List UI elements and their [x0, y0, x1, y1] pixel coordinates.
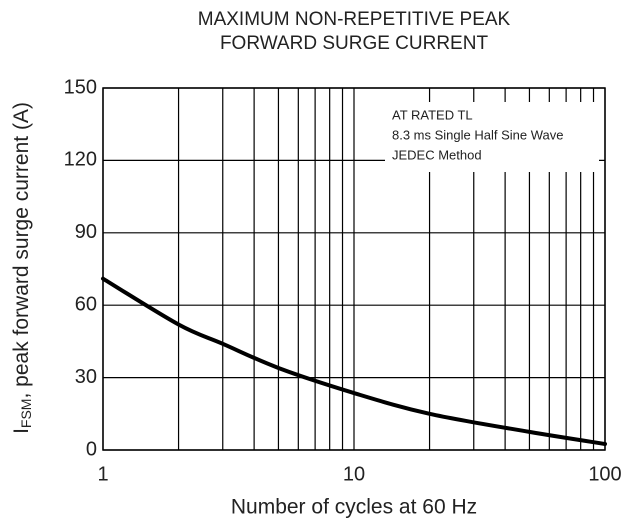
annotation: AT RATED TL: [392, 107, 473, 122]
y-tick-label: 30: [75, 366, 97, 388]
x-tick-label: 100: [588, 463, 621, 485]
x-tick-label: 1: [97, 463, 108, 485]
y-tick-label: 60: [75, 293, 97, 315]
y-axis-label-part: , peak forward surge current (A): [10, 102, 33, 398]
annotation: 8.3 ms Single Half Sine Wave: [392, 127, 563, 142]
chart-title: MAXIMUM NON-REPETITIVE PEAK: [198, 9, 511, 30]
x-tick-label: 10: [343, 463, 365, 485]
y-axis-label: IFSM, peak forward surge current (A): [10, 102, 34, 434]
y-tick-label: 90: [75, 221, 97, 243]
x-axis-label: Number of cycles at 60 Hz: [231, 496, 477, 519]
annotation-box: [385, 102, 599, 172]
y-axis-label-part: I: [10, 428, 33, 434]
chart-title: FORWARD SURGE CURRENT: [220, 33, 489, 54]
series-line: [101, 276, 607, 446]
plot-area: 0 30 60 90 120 150 1 10 100 AT RATED TL 8.3 ms Sin…: [64, 76, 622, 485]
y-tick-label: 120: [64, 149, 97, 171]
y-axis-label-sub: FSM: [18, 399, 34, 429]
y-tick-label: 150: [64, 76, 97, 98]
plot-frame: [102, 87, 606, 451]
y-tick-label: 0: [86, 438, 97, 460]
annotation: JEDEC Method: [392, 147, 482, 162]
